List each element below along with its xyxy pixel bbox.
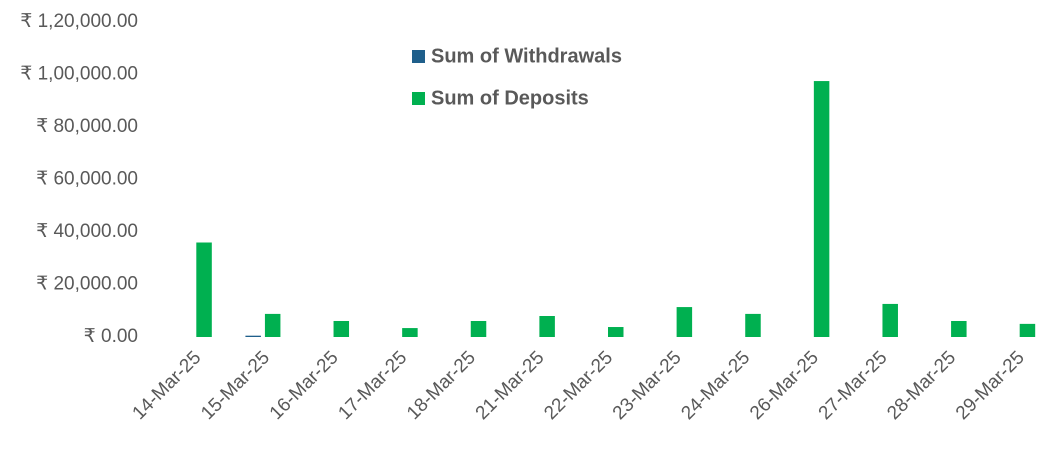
- bar: [539, 316, 555, 337]
- x-tick-label: 29-Mar-25: [952, 347, 1029, 424]
- bar: [333, 320, 350, 337]
- y-tick-label: ₹ 1,20,000.00: [20, 11, 138, 32]
- bar: [264, 313, 281, 337]
- x-tick-label: 28-Mar-25: [883, 347, 960, 424]
- x-tick-label: 14-Mar-25: [129, 347, 206, 424]
- x-tick-label: 18-Mar-25: [403, 347, 480, 424]
- y-tick-label: ₹ 60,000.00: [36, 169, 138, 190]
- bar: [1019, 323, 1036, 337]
- legend-label: Sum of Deposits: [431, 87, 589, 109]
- y-tick-label: ₹ 80,000.00: [36, 116, 138, 137]
- x-tick-label: 17-Mar-25: [334, 347, 411, 424]
- bar: [402, 328, 418, 337]
- x-tick-label: 21-Mar-25: [472, 347, 549, 424]
- bar: [813, 81, 830, 337]
- x-tick-label: 24-Mar-25: [677, 347, 754, 424]
- x-tick-label: 15-Mar-25: [197, 347, 274, 424]
- bar: [245, 335, 261, 337]
- y-tick-label: ₹ 0.00: [84, 326, 138, 347]
- legend-label: Sum of Withdrawals: [431, 45, 622, 67]
- bar: [951, 320, 967, 337]
- bar: [196, 242, 212, 337]
- legend-swatch: [412, 50, 425, 63]
- bar: [608, 327, 624, 337]
- x-tick-label: 16-Mar-25: [266, 347, 343, 424]
- x-tick-label: 27-Mar-25: [815, 347, 892, 424]
- bar: [745, 313, 761, 337]
- bar: [470, 320, 487, 337]
- y-tick-label: ₹ 40,000.00: [36, 221, 138, 242]
- y-tick-label: ₹ 20,000.00: [36, 274, 138, 295]
- legend-swatch: [412, 92, 425, 105]
- x-tick-label: 22-Mar-25: [540, 347, 617, 424]
- bar: [882, 303, 898, 337]
- bar: [676, 307, 693, 337]
- y-tick-label: ₹ 1,00,000.00: [20, 64, 138, 85]
- x-tick-label: 26-Mar-25: [746, 347, 823, 424]
- x-tick-label: 23-Mar-25: [609, 347, 686, 424]
